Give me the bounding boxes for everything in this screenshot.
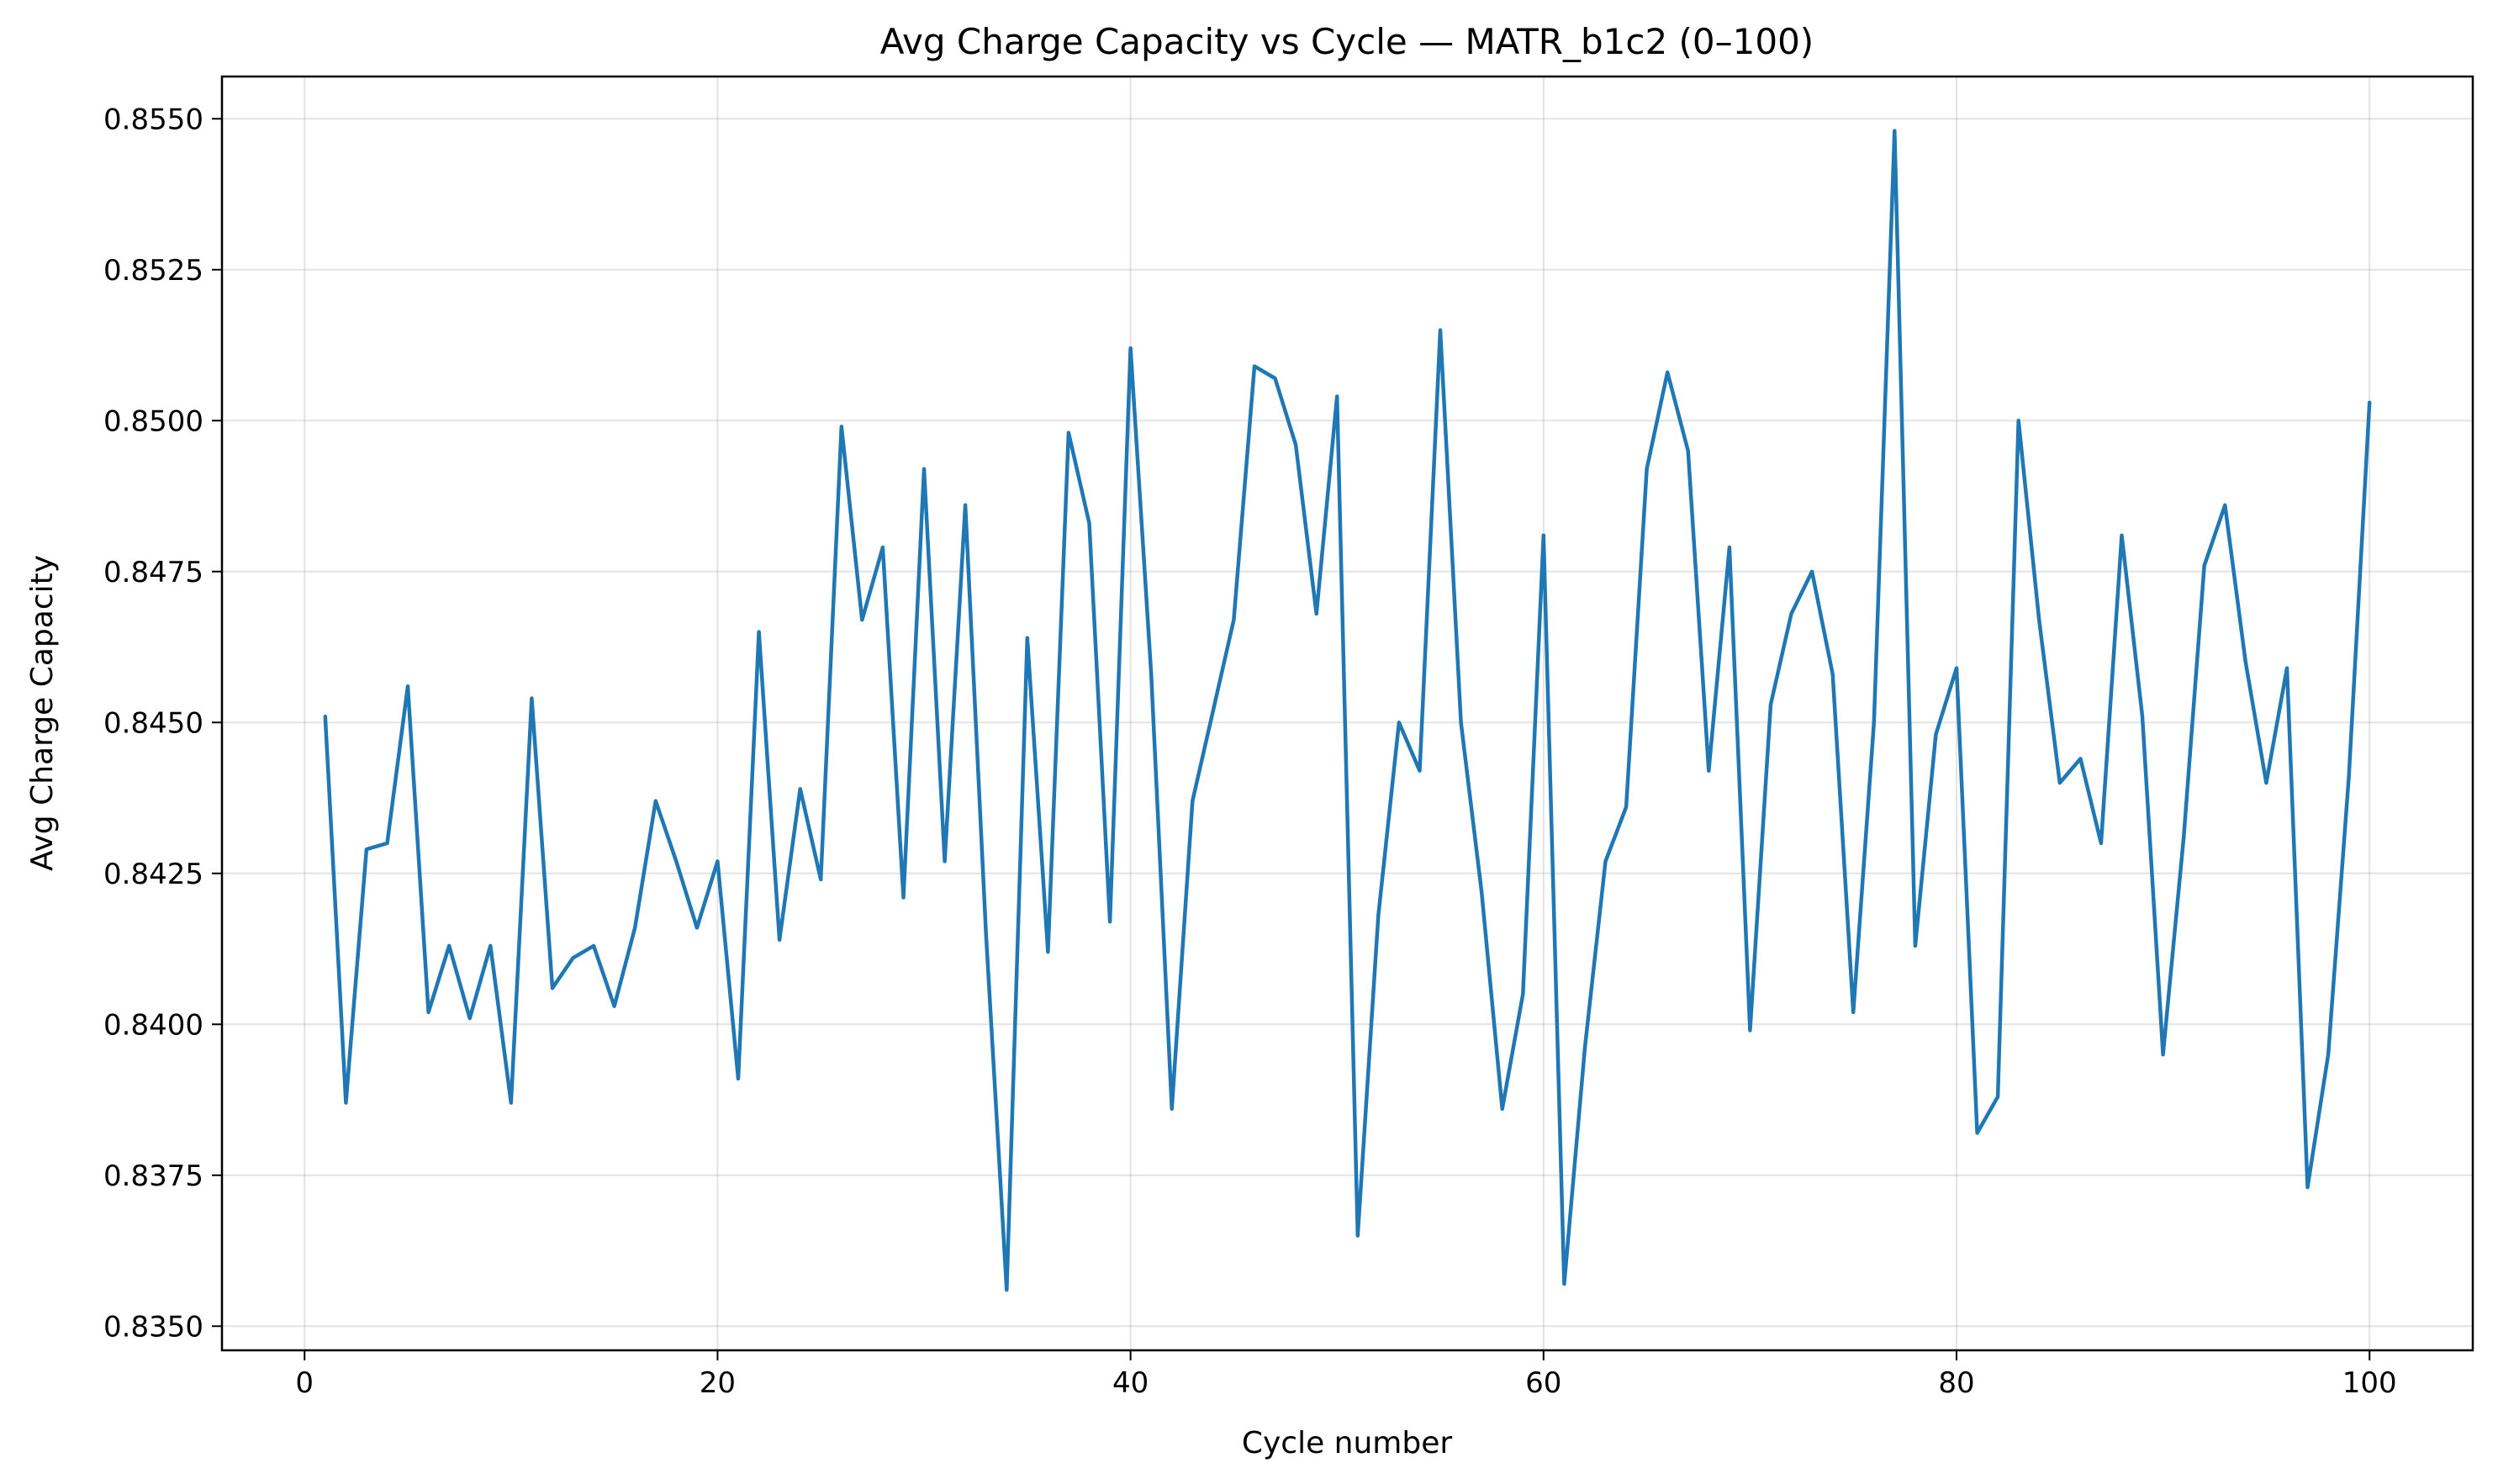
y-tick-label: 0.8525: [103, 254, 203, 288]
series-layer: [323, 129, 2372, 1292]
y-tick-label: 0.8450: [103, 706, 203, 740]
y-tick-label: 0.8375: [103, 1159, 203, 1193]
plot-frame: [220, 75, 2474, 1352]
y-tick-label: 0.8475: [103, 556, 203, 589]
x-tick-label: 40: [1112, 1366, 1149, 1400]
x-axis-title: Cycle number: [1242, 1426, 1453, 1460]
x-tick-label: 60: [1525, 1366, 1561, 1400]
y-tick-label: 0.8550: [103, 103, 203, 136]
ticks: 0 20 40 60 80 100 0.8350 0.8375 0.8400 0.8425 0.84…: [103, 103, 2397, 1400]
chart-title: Avg Charge Capacity vs Cycle — MATR_b1c2…: [880, 21, 1814, 62]
series-line: [323, 129, 2372, 1292]
x-tick-label: 80: [1938, 1366, 1974, 1400]
grid: [222, 77, 2473, 1350]
y-tick-label: 0.8425: [103, 858, 203, 891]
y-tick-label: 0.8350: [103, 1310, 203, 1344]
y-tick-label: 0.8500: [103, 404, 203, 438]
x-tick-label: 100: [2342, 1366, 2397, 1400]
x-tick-label: 20: [700, 1366, 736, 1400]
y-axis-title: Avg Charge Capacity: [25, 555, 60, 871]
y-tick-label: 0.8400: [103, 1008, 203, 1042]
x-tick-label: 0: [295, 1366, 314, 1400]
